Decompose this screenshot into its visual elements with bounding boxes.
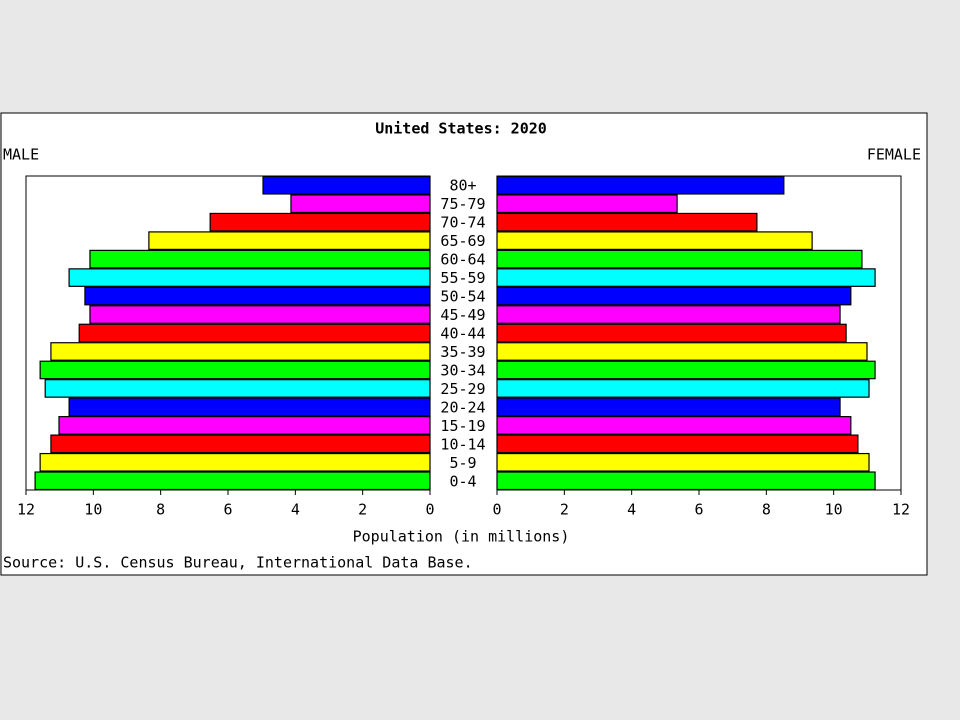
bar: [50, 342, 431, 361]
category-label: 40-44: [440, 325, 485, 343]
x-tick-label: 4: [627, 501, 636, 519]
x-tick-label: 6: [223, 501, 232, 519]
bar: [34, 471, 431, 491]
category-label: 5-9: [449, 454, 476, 472]
bar: [68, 268, 431, 287]
category-label: 35-39: [440, 343, 485, 361]
x-tick-label: 2: [560, 501, 569, 519]
x-tick-label: 4: [291, 501, 300, 519]
category-label: 80+: [449, 177, 476, 195]
x-axis-label: Population (in millions): [353, 528, 570, 546]
category-label: 10-14: [440, 435, 485, 453]
category-label: 30-34: [440, 361, 485, 379]
x-tick-label: 8: [762, 501, 771, 519]
category-label: 25-29: [440, 380, 485, 398]
bar: [496, 397, 841, 417]
right-label: FEMALE: [867, 146, 921, 164]
category-label: 50-54: [440, 288, 485, 306]
x-tick-label: 8: [156, 501, 165, 519]
category-label: 70-74: [440, 214, 485, 232]
bar: [496, 323, 847, 343]
bar: [89, 249, 431, 269]
bar: [496, 360, 876, 380]
x-tick-label: 0: [492, 501, 501, 519]
category-label: 60-64: [440, 251, 485, 269]
category-label: 20-24: [440, 398, 485, 416]
bar: [496, 249, 863, 269]
category-label: 75-79: [440, 195, 485, 213]
bar: [496, 434, 859, 454]
bar: [496, 231, 813, 250]
chart-title: United States: 2020: [375, 120, 547, 138]
bar: [496, 471, 876, 491]
x-tick-label: 12: [17, 501, 35, 519]
bar: [496, 305, 841, 324]
category-label: 15-19: [440, 417, 485, 435]
bar: [44, 379, 431, 398]
x-tick-label: 12: [892, 501, 910, 519]
bar: [89, 305, 431, 324]
bar: [496, 212, 758, 232]
x-tick-label: 6: [694, 501, 703, 519]
bar: [496, 286, 852, 306]
left-label: MALE: [3, 146, 39, 164]
bar: [496, 416, 852, 435]
category-label: 0-4: [449, 472, 476, 490]
source: Source: U.S. Census Bureau, Internationa…: [3, 554, 473, 572]
bar: [290, 194, 431, 214]
x-tick-label: 0: [425, 501, 434, 519]
bar: [496, 452, 870, 472]
bar: [262, 175, 431, 195]
bar: [148, 231, 431, 250]
bar: [496, 342, 868, 361]
x-tick-label: 10: [84, 501, 102, 519]
bar: [209, 212, 431, 232]
bar: [78, 323, 431, 343]
bar: [84, 286, 431, 306]
x-tick-label: 10: [825, 501, 843, 519]
category-label: 65-69: [440, 232, 485, 250]
bar: [68, 397, 431, 417]
x-tick-label: 2: [358, 501, 367, 519]
bar: [39, 452, 431, 472]
bar: [496, 194, 678, 214]
category-label: 55-59: [440, 269, 485, 287]
bar: [50, 434, 431, 454]
bar: [496, 175, 785, 195]
bar: [496, 268, 876, 287]
bar: [496, 379, 870, 398]
category-label: 45-49: [440, 306, 485, 324]
bar: [58, 416, 431, 435]
bar: [39, 360, 431, 380]
